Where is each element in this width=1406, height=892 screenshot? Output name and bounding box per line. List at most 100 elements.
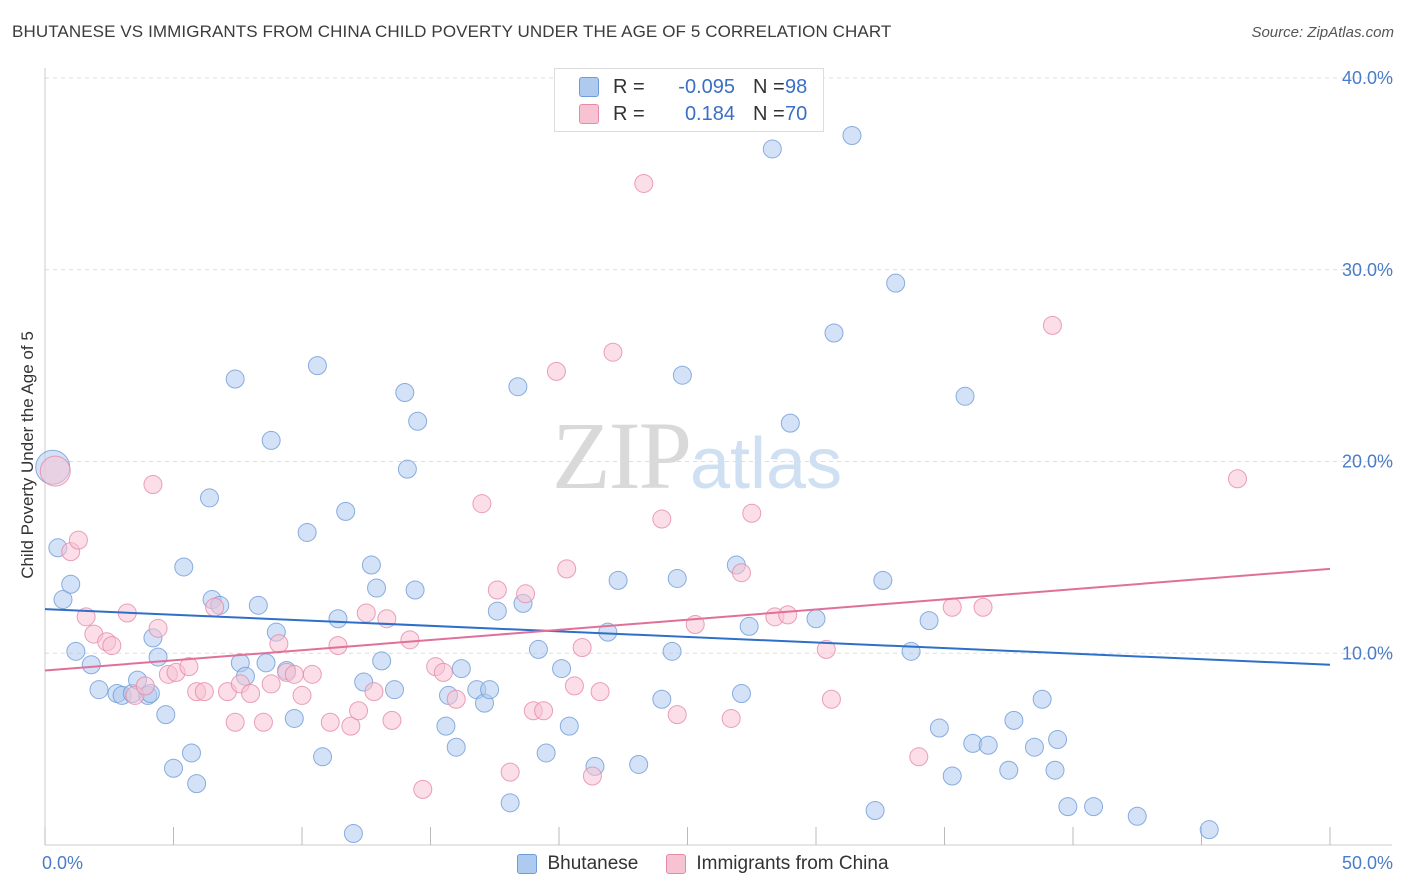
- bhutanese-point: [385, 680, 405, 700]
- legend-r-value: 0.184: [684, 102, 735, 125]
- china-point: [667, 705, 687, 725]
- china-point: [973, 597, 993, 617]
- china-point: [400, 630, 420, 650]
- bhutanese-point: [1127, 806, 1147, 826]
- china-point: [205, 597, 225, 617]
- bhutanese-point: [780, 413, 800, 433]
- china-point: [590, 682, 610, 702]
- china-point: [446, 689, 466, 709]
- source-label: Source: ZipAtlas.com: [1251, 24, 1394, 41]
- bhutanese-point: [261, 430, 281, 450]
- watermark-atlas: atlas: [690, 424, 843, 504]
- bhutanese-point: [886, 273, 906, 293]
- china-point: [382, 710, 402, 730]
- china-point: [942, 597, 962, 617]
- china-point: [472, 494, 492, 514]
- bhutanese-point: [1024, 737, 1044, 757]
- bhutanese-point: [328, 609, 348, 629]
- y-tick-label: 40.0%: [1342, 68, 1393, 88]
- bhutanese-point: [61, 574, 81, 594]
- bhutanese-point: [199, 488, 219, 508]
- x-tick-label: 0.0%: [42, 853, 83, 873]
- bhutanese-point: [865, 800, 885, 820]
- y-tick-label: 10.0%: [1342, 643, 1393, 663]
- bhutanese-point: [361, 555, 381, 575]
- series-legend: Bhutanese Immigrants from China: [0, 853, 1406, 875]
- bhutanese-point: [1048, 730, 1068, 750]
- china-point: [731, 563, 751, 583]
- bhutanese-point: [873, 570, 893, 590]
- bhutanese-point: [929, 718, 949, 738]
- china-point: [433, 662, 453, 682]
- legend-r-value: -0.095: [678, 75, 735, 98]
- china-point: [742, 503, 762, 523]
- stats-legend: R = -0.095 N = 98 R = 0.184 N = 70: [554, 68, 824, 132]
- bhutanese-point: [436, 716, 456, 736]
- legend-n-label: N =: [753, 75, 785, 98]
- china-point: [413, 779, 433, 799]
- china-point: [292, 685, 312, 705]
- china-point: [603, 342, 623, 362]
- bhutanese-point: [256, 653, 276, 673]
- legend-n-value: 70: [785, 102, 808, 125]
- bhutanese-point: [806, 609, 826, 629]
- china-point: [546, 361, 566, 381]
- china-point: [557, 559, 577, 579]
- bhutanese-point: [662, 641, 682, 661]
- china-point: [39, 455, 71, 487]
- china-point: [349, 701, 369, 721]
- bhutanese-point: [156, 705, 176, 725]
- china-point: [1042, 315, 1062, 335]
- legend-swatch-bhutanese: [579, 77, 599, 97]
- bhutanese-point: [187, 774, 207, 794]
- china-trend-line: [44, 567, 1331, 672]
- china-point: [194, 682, 214, 702]
- china-point: [652, 509, 672, 529]
- bhutanese-point: [672, 365, 692, 385]
- legend-item-china[interactable]: Immigrants from China: [666, 853, 889, 875]
- china-point: [500, 762, 520, 782]
- china-point: [572, 637, 592, 657]
- bhutanese-point: [842, 126, 862, 146]
- china-point: [516, 584, 536, 604]
- bhutanese-point: [824, 323, 844, 343]
- bhutanese-point: [1199, 820, 1219, 840]
- china-point: [302, 664, 322, 684]
- bhutanese-point: [500, 793, 520, 813]
- china-point: [582, 766, 602, 786]
- legend-label-china: Immigrants from China: [696, 853, 889, 874]
- china-point: [102, 636, 122, 656]
- bhutanese-point: [174, 557, 194, 577]
- legend-item-bhutanese[interactable]: Bhutanese: [517, 853, 638, 875]
- china-point: [261, 674, 281, 694]
- china-point: [721, 708, 741, 728]
- bhutanese-point: [667, 568, 687, 588]
- bhutanese-point: [762, 139, 782, 159]
- bhutanese-point: [89, 680, 109, 700]
- china-point: [487, 580, 507, 600]
- china-point: [356, 603, 376, 623]
- bhutanese-point: [480, 680, 500, 700]
- y-tick-label: 20.0%: [1342, 452, 1393, 472]
- china-point: [816, 639, 836, 659]
- legend-n-label: N =: [753, 102, 785, 125]
- bhutanese-point: [397, 459, 417, 479]
- bhutanese-point: [608, 570, 628, 590]
- bhutanese-point: [1045, 760, 1065, 780]
- bhutanese-point: [408, 411, 428, 431]
- y-axis-title: Child Poverty Under the Age of 5: [18, 331, 37, 579]
- bhutanese-point: [739, 616, 759, 636]
- legend-row-china: R = 0.184 N = 70: [579, 102, 807, 126]
- watermark: ZIPatlas: [552, 400, 842, 511]
- bhutanese-point: [297, 522, 317, 542]
- bhutanese-point: [955, 386, 975, 406]
- bhutanese-point: [53, 590, 73, 610]
- bhutanese-point: [528, 639, 548, 659]
- china-point: [341, 716, 361, 736]
- china-point: [76, 607, 96, 627]
- bhutanese-point: [446, 737, 466, 757]
- bhutanese-point: [395, 382, 415, 402]
- bhutanese-trend-line: [44, 608, 1331, 666]
- bhutanese-point: [919, 611, 939, 631]
- bhutanese-point: [901, 641, 921, 661]
